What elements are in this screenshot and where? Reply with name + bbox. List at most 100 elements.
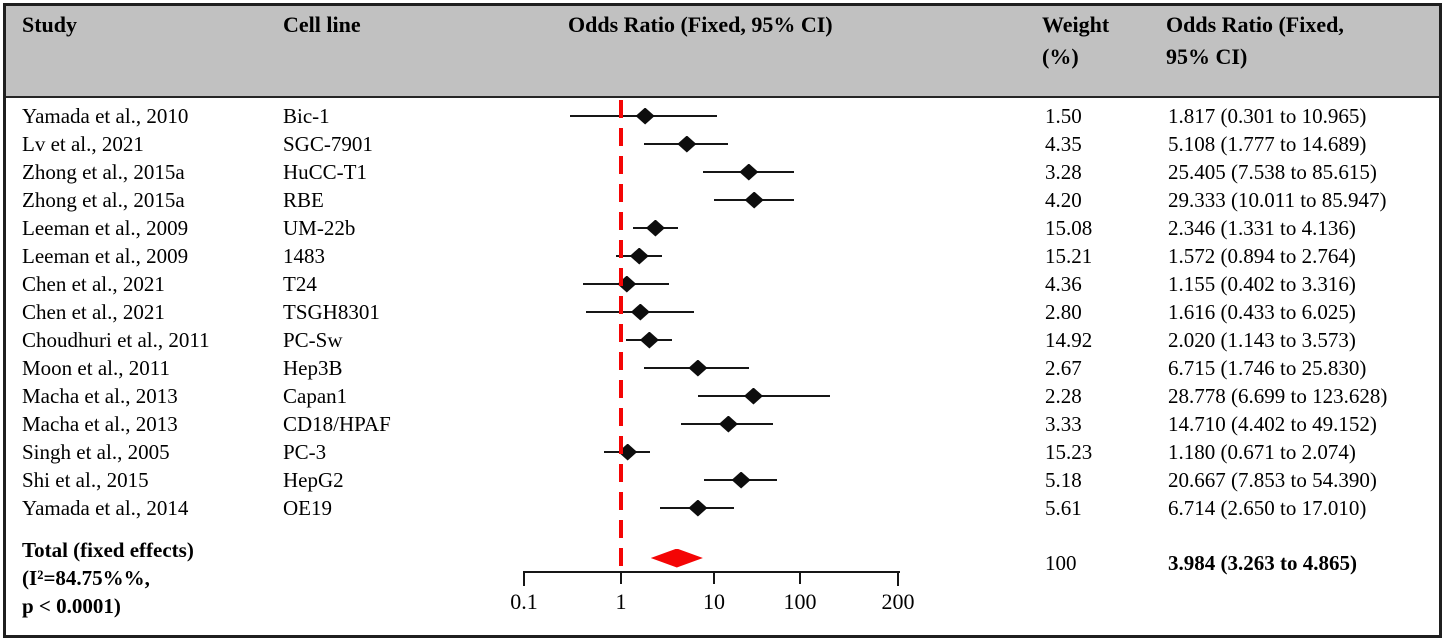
total-diamond — [650, 548, 703, 568]
or-ci-value: 2.346 (1.331 to 4.136) — [1168, 216, 1356, 240]
study-name: Leeman et al., 2009 — [22, 216, 189, 240]
or-diamond — [743, 387, 763, 405]
reference-line — [619, 100, 623, 571]
weight-value: 15.08 — [1045, 216, 1093, 240]
or-ci-value: 6.715 (1.746 to 25.830) — [1168, 356, 1367, 380]
cell-line-name: HuCC-T1 — [283, 160, 367, 184]
axis-tick-label: 10 — [703, 589, 725, 614]
or-ci-value: 1.155 (0.402 to 3.316) — [1168, 272, 1356, 296]
axis-tick-label: 1 — [615, 589, 627, 614]
axis-tick — [523, 571, 525, 586]
study-name: Lv et al., 2021 — [22, 132, 144, 156]
weight-value: 3.33 — [1045, 412, 1082, 436]
or-diamond — [645, 219, 665, 237]
or-diamond — [688, 499, 708, 517]
or-ci-value: 2.020 (1.143 to 3.573) — [1168, 328, 1356, 352]
cell-line-name: OE19 — [283, 496, 332, 520]
axis-tick — [620, 571, 622, 584]
or-ci-value: 28.778 (6.699 to 123.628) — [1168, 384, 1388, 408]
weight-value: 5.18 — [1045, 468, 1082, 492]
cell-line-name: 1483 — [283, 244, 325, 268]
or-ci-value: 14.710 (4.402 to 49.152) — [1168, 412, 1377, 436]
p-value-label: p < 0.0001) — [22, 594, 121, 618]
or-diamond — [718, 415, 738, 433]
cell-line-name: T24 — [283, 272, 317, 296]
study-name: Macha et al., 2013 — [22, 384, 178, 408]
or-diamond — [630, 303, 650, 321]
or-ci-value: 1.572 (0.894 to 2.764) — [1168, 244, 1356, 268]
weight-value: 3.28 — [1045, 160, 1082, 184]
cell-line-name: TSGH8301 — [283, 300, 380, 324]
weight-value: 14.92 — [1045, 328, 1093, 352]
axis-tick-label: 0.1 — [510, 589, 538, 614]
axis-tick — [799, 571, 801, 584]
weight-value: 15.21 — [1045, 244, 1093, 268]
or-ci-value: 20.667 (7.853 to 54.390) — [1168, 468, 1377, 492]
or-ci-value: 6.714 (2.650 to 17.010) — [1168, 496, 1367, 520]
col-header-or-plot: Odds Ratio (Fixed, 95% CI) — [568, 12, 833, 37]
axis-tick — [713, 571, 715, 584]
study-name: Singh et al., 2005 — [22, 440, 170, 464]
col-header-or-text-line1: Odds Ratio (Fixed, — [1166, 12, 1344, 37]
or-ci-value: 1.616 (0.433 to 6.025) — [1168, 300, 1356, 324]
col-header-cell-line: Cell line — [283, 12, 361, 37]
total-weight: 100 — [1045, 551, 1077, 575]
x-axis-line — [524, 571, 900, 573]
study-name: Moon et al., 2011 — [22, 356, 170, 380]
axis-tick — [897, 571, 899, 586]
or-ci-value: 29.333 (10.011 to 85.947) — [1168, 188, 1387, 212]
or-diamond — [744, 191, 764, 209]
study-name: Chen et al., 2021 — [22, 300, 165, 324]
col-header-study: Study — [22, 12, 78, 37]
cell-line-name: RBE — [283, 188, 324, 212]
total-label: Total (fixed effects) — [22, 538, 194, 562]
cell-line-name: PC-Sw — [283, 328, 343, 352]
study-name: Chen et al., 2021 — [22, 272, 165, 296]
cell-line-name: Bic-1 — [283, 104, 330, 128]
ci-line — [697, 395, 830, 397]
weight-value: 4.20 — [1045, 188, 1082, 212]
heterogeneity-label: (I²=84.75%%, — [22, 566, 150, 590]
col-header-weight-line2: (%) — [1042, 44, 1079, 69]
study-name: Yamada et al., 2014 — [22, 496, 189, 520]
or-diamond — [688, 359, 708, 377]
weight-value: 2.80 — [1045, 300, 1082, 324]
or-ci-value: 25.405 (7.538 to 85.615) — [1168, 160, 1377, 184]
weight-value: 15.23 — [1045, 440, 1093, 464]
cell-line-name: Hep3B — [283, 356, 343, 380]
col-header-or-text-line2: 95% CI) — [1166, 44, 1248, 69]
total-or-text: 3.984 (3.263 to 4.865) — [1168, 551, 1357, 575]
cell-line-name: Capan1 — [283, 384, 348, 408]
or-diamond — [639, 331, 659, 349]
or-ci-value: 1.817 (0.301 to 10.965) — [1168, 104, 1367, 128]
weight-value: 2.28 — [1045, 384, 1082, 408]
cell-line-name: SGC-7901 — [283, 132, 373, 156]
axis-tick-label: 200 — [881, 589, 915, 614]
study-name: Leeman et al., 2009 — [22, 244, 189, 268]
or-ci-value: 1.180 (0.671 to 2.074) — [1168, 440, 1356, 464]
weight-value: 4.35 — [1045, 132, 1082, 156]
weight-value: 2.67 — [1045, 356, 1082, 380]
study-name: Zhong et al., 2015a — [22, 188, 185, 212]
cell-line-name: HepG2 — [283, 468, 344, 492]
weight-value: 5.61 — [1045, 496, 1082, 520]
weight-value: 1.50 — [1045, 104, 1082, 128]
or-ci-value: 5.108 (1.777 to 14.689) — [1168, 132, 1367, 156]
or-diamond — [677, 135, 697, 153]
cell-line-name: PC-3 — [283, 440, 327, 464]
cell-line-name: UM-22b — [283, 216, 356, 240]
study-name: Choudhuri et al., 2011 — [22, 328, 210, 352]
axis-tick-label: 100 — [783, 589, 817, 614]
col-header-weight-line1: Weight — [1042, 12, 1110, 37]
study-name: Zhong et al., 2015a — [22, 160, 185, 184]
weight-value: 4.36 — [1045, 272, 1082, 296]
study-name: Macha et al., 2013 — [22, 412, 178, 436]
or-diamond — [739, 163, 759, 181]
or-diamond — [635, 107, 655, 125]
cell-line-name: CD18/HPAF — [283, 412, 391, 436]
study-name: Yamada et al., 2010 — [22, 104, 189, 128]
or-diamond — [731, 471, 751, 489]
study-name: Shi et al., 2015 — [22, 468, 149, 492]
or-diamond — [629, 247, 649, 265]
